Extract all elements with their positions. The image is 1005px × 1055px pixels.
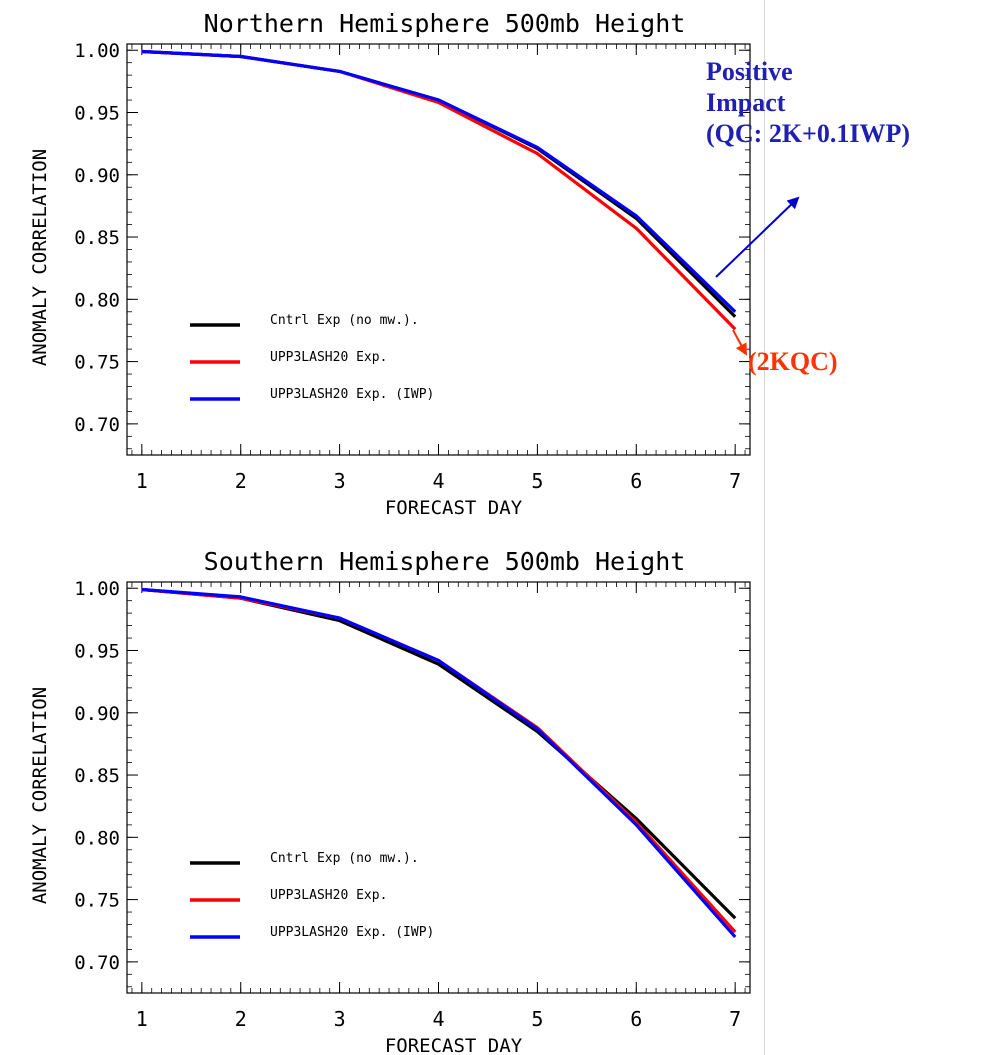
y-tick-label: 0.75 <box>74 352 120 374</box>
y-tick-label: 0.85 <box>74 765 120 787</box>
series-line-3 <box>141 49 737 313</box>
y-tick-label: 0.70 <box>74 952 120 974</box>
x-tick-label: 3 <box>334 1007 346 1031</box>
plot-frame <box>126 581 751 994</box>
y-tick-label: 0.90 <box>74 165 120 187</box>
x-tick-label: 3 <box>334 469 346 493</box>
x-tick-label: 7 <box>729 1007 741 1031</box>
legend-label: UPP3LASH20 Exp. (IWP) <box>270 925 434 940</box>
y-axis-label: ANOMALY CORRELATION <box>29 687 51 904</box>
chart-title: Northern Hemisphere 500mb Height <box>204 9 686 38</box>
y-tick-label: 1.00 <box>74 578 120 600</box>
series-line-2 <box>141 49 737 331</box>
x-tick-label: 5 <box>531 1007 543 1031</box>
y-tick-label: 0.75 <box>74 890 120 912</box>
legend-label: UPP3LASH20 Exp. (IWP) <box>270 387 434 402</box>
x-tick-label: 5 <box>531 469 543 493</box>
y-tick-label: 1.00 <box>74 40 120 62</box>
x-tick-label: 6 <box>630 469 642 493</box>
legend-label: UPP3LASH20 Exp. <box>270 888 387 903</box>
legend-label: Cntrl Exp (no mw.). <box>270 313 419 328</box>
x-tick-label: 6 <box>630 1007 642 1031</box>
chart-2: Southern Hemisphere 500mb Height 0.70 0.75… <box>29 547 751 1055</box>
x-axis-label: FORECAST DAY <box>385 497 523 519</box>
y-axis-label: ANOMALY CORRELATION <box>29 149 51 366</box>
chart-1: Northern Hemisphere 500mb Height 0.70 0.75… <box>29 9 751 519</box>
series-line-2 <box>141 587 737 934</box>
x-axis-label: FORECAST DAY <box>385 1035 523 1055</box>
chart-title: Southern Hemisphere 500mb Height <box>204 547 686 576</box>
y-tick-label: 0.95 <box>74 641 120 663</box>
y-tick-label: 0.80 <box>74 827 120 849</box>
y-tick-label: 0.70 <box>74 414 120 436</box>
y-tick-label: 0.95 <box>74 103 120 125</box>
y-tick-label: 0.85 <box>74 227 120 249</box>
y-tick-label: 0.90 <box>74 703 120 725</box>
legend-label: Cntrl Exp (no mw.). <box>270 851 419 866</box>
x-tick-label: 2 <box>235 1007 247 1031</box>
series-line-1 <box>141 587 737 920</box>
positive-impact-arrow <box>715 196 800 278</box>
positive-impact-line-3: (QC: 2K+0.1IWP) <box>706 119 911 148</box>
x-tick-label: 2 <box>235 469 247 493</box>
x-tick-label: 4 <box>432 1007 444 1031</box>
positive-impact-line-1: Positive <box>706 57 793 86</box>
y-tick-label: 0.80 <box>74 289 120 311</box>
positive-impact-annotation: Positive Impact (QC: 2K+0.1IWP) <box>706 56 1005 149</box>
x-tick-label: 1 <box>136 1007 148 1031</box>
legend-label: UPP3LASH20 Exp. <box>270 350 387 365</box>
2kqc-annotation: (2KQC) <box>748 347 838 376</box>
x-tick-label: 1 <box>136 469 148 493</box>
series-line-3 <box>141 587 737 939</box>
positive-impact-line-2: Impact <box>706 88 786 117</box>
page-frame <box>764 0 765 1055</box>
x-tick-label: 4 <box>432 469 444 493</box>
charts-layer: Northern Hemisphere 500mb Height 0.70 0.75… <box>29 9 751 1055</box>
series-line-1 <box>141 49 737 318</box>
2kqc-arrow <box>732 329 747 356</box>
x-tick-label: 7 <box>729 469 741 493</box>
